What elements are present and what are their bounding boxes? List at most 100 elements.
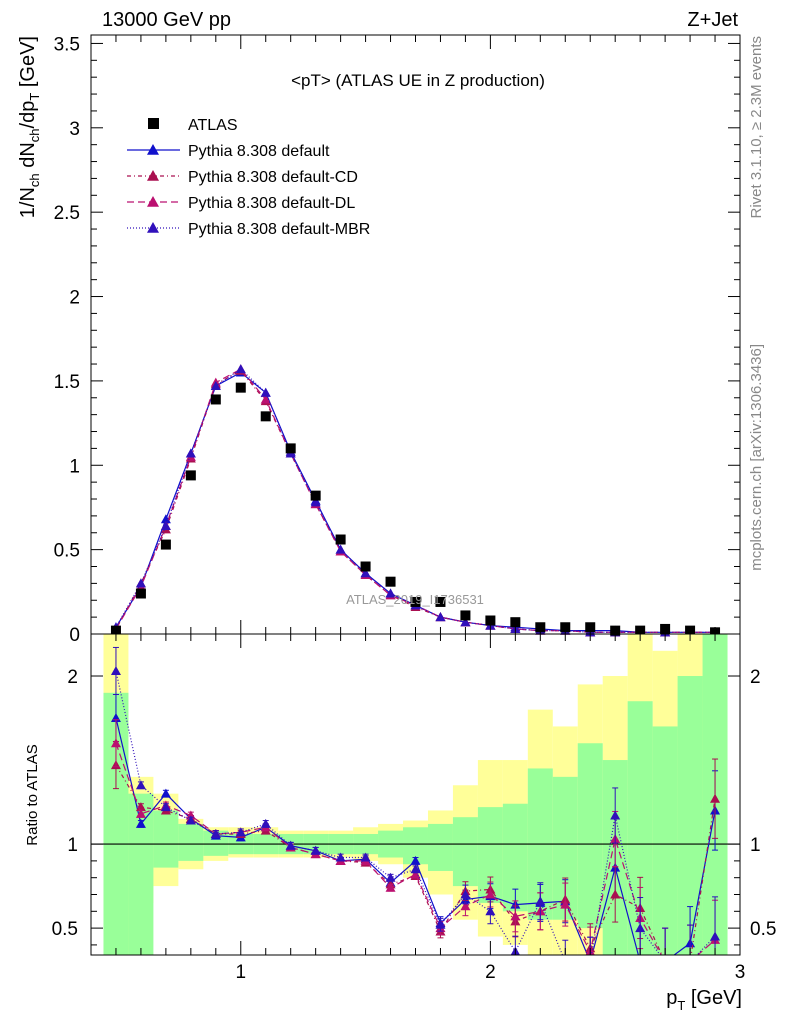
atlas-point-6 <box>260 411 271 422</box>
ratio-point-s3-12 <box>410 869 421 879</box>
main-point-s4-8 <box>310 497 321 507</box>
ratio-point-s3-18 <box>560 899 571 909</box>
atlas-point-2 <box>160 539 171 550</box>
header-right: Z+Jet <box>687 9 738 31</box>
legend-marker-3 <box>147 196 159 207</box>
legend-label-2: Pythia 8.308 default-CD <box>188 169 358 186</box>
main-ytick-label: 2.5 <box>54 203 80 224</box>
ratio-point-s4-9 <box>335 852 346 862</box>
green-band-bin <box>128 793 154 955</box>
ratio-point-s4-17 <box>535 896 546 906</box>
green-band-bin <box>577 743 603 929</box>
ratio-point-s4-13 <box>435 919 446 929</box>
main-ytick-label: 1.5 <box>54 372 80 393</box>
legend-marker-1 <box>147 144 159 155</box>
ratio-point-s4-4 <box>210 828 221 838</box>
ratio-point-s4-1 <box>135 780 146 790</box>
atlas-point-5 <box>235 382 246 393</box>
ratio-point-s4-5 <box>235 827 246 837</box>
ratio-point-s4-23 <box>685 957 695 966</box>
ratio-point-s3-15 <box>485 889 496 899</box>
ratio-point-s4-18 <box>560 957 570 966</box>
ratio-point-s3-0 <box>110 738 121 748</box>
ratio-point-s2-1 <box>135 802 146 812</box>
ratio-ylabel: Ratio to ATLAS <box>24 744 41 845</box>
main-point-s4-2 <box>160 521 171 531</box>
legend-marker-4 <box>147 222 159 233</box>
main-ytick-label: 3 <box>69 119 80 140</box>
main-ytick-label: 1 <box>69 456 80 477</box>
ratio-axes: 0.5 0.5 1 1 2 2 1 2 3 <box>52 634 776 983</box>
atlas-point-14 <box>460 610 471 621</box>
ratio-ytick-label-left: 2 <box>67 667 78 688</box>
main-ytick-label: 0.5 <box>54 541 80 562</box>
atlas-point-10 <box>360 561 371 572</box>
main-title: <pT> (ATLAS UE in Z production) <box>291 71 545 90</box>
ratio-ytick-label-right: 1 <box>750 835 761 856</box>
header-left: 13000 GeV pp <box>102 9 231 31</box>
atlas-point-4 <box>210 394 221 405</box>
atlas-point-8 <box>310 490 321 501</box>
ratio-point-s4-19 <box>585 957 595 966</box>
ratio-point-s4-0 <box>110 665 121 675</box>
ratio-panel: 0.5 0.5 1 1 2 2 1 2 3 Ratio to ATLAS pT [GeV] <box>24 633 776 1013</box>
ratio-point-s4-14 <box>460 889 471 899</box>
legend-label-4: Pythia 8.308 default-MBR <box>188 221 370 238</box>
ratio-point-s4-6 <box>260 818 271 828</box>
ratio-point-s3-23 <box>685 957 695 966</box>
main-ylabel: 1/Nch dNch/dpT [GeV] <box>17 36 42 218</box>
side-label-bottom: mcplots.cern.ch [arXiv:1306.3436] <box>748 344 765 571</box>
ratio-point-s2-20 <box>610 889 621 899</box>
main-point-s4-10 <box>360 568 371 578</box>
main-point-s4-6 <box>260 387 271 397</box>
ratio-point-s4-20 <box>610 810 621 820</box>
ratio-point-s4-12 <box>410 864 421 874</box>
main-point-s4-14 <box>460 617 471 627</box>
ratio-ytick-label-right: 0.5 <box>750 919 776 940</box>
ratio-point-s4-2 <box>160 802 171 812</box>
atlas-point-12 <box>410 596 421 607</box>
main-point-s1-2 <box>160 514 171 524</box>
side-label-top: Rivet 3.1.10, ≥ 2.3M events <box>748 36 765 219</box>
main-ytick-label: 0 <box>69 625 80 646</box>
ratio-point-s3-16 <box>510 911 521 921</box>
atlas-point-11 <box>385 576 396 587</box>
atlas-point-3 <box>185 470 196 481</box>
green-band-bin <box>427 823 453 871</box>
legend-atlas-marker <box>148 118 159 129</box>
main-point-s4-5 <box>235 364 246 374</box>
ratio-ytick-label-right: 2 <box>750 667 761 688</box>
ratio-point-s4-22 <box>660 957 670 966</box>
ratio-point-s2-22 <box>660 957 670 966</box>
atlas-point-1 <box>135 588 146 599</box>
ratio-point-s1-19 <box>585 957 595 966</box>
legend-label-3: Pythia 8.308 default-DL <box>188 195 355 212</box>
legend-marker-2 <box>147 170 159 181</box>
green-band-bin <box>178 823 204 861</box>
ratio-point-s4-3 <box>185 815 196 825</box>
legend: ATLAS Pythia 8.308 default Pythia 8.308 de… <box>127 117 370 238</box>
main-point-s4-4 <box>210 380 221 390</box>
main-point-s4-9 <box>335 544 346 554</box>
ratio-point-s2-24 <box>710 793 721 803</box>
ratio-point-s1-22 <box>660 957 670 966</box>
main-point-s3-6 <box>260 394 271 404</box>
main-point-s4-3 <box>185 448 196 458</box>
ratio-point-s4-11 <box>385 872 396 882</box>
atlas-point-16 <box>510 617 521 628</box>
legend-label-1: Pythia 8.308 default <box>188 143 330 160</box>
ratio-point-s3-22 <box>660 957 670 966</box>
green-band-bin <box>452 817 478 887</box>
ratio-point-s2-23 <box>685 957 695 966</box>
main-point-s4-13 <box>435 612 446 622</box>
main-ytick-label: 3.5 <box>54 34 80 55</box>
ratio-point-s4-15 <box>485 906 496 916</box>
ratio-point-s4-8 <box>310 845 321 855</box>
main-point-s4-1 <box>135 578 146 588</box>
ratio-point-s1-2 <box>160 788 171 798</box>
ratio-point-s3-14 <box>460 901 471 911</box>
ratio-ytick-label-left: 1 <box>67 835 78 856</box>
ratio-point-s1-12 <box>410 855 421 865</box>
atlas-point-9 <box>335 534 346 545</box>
